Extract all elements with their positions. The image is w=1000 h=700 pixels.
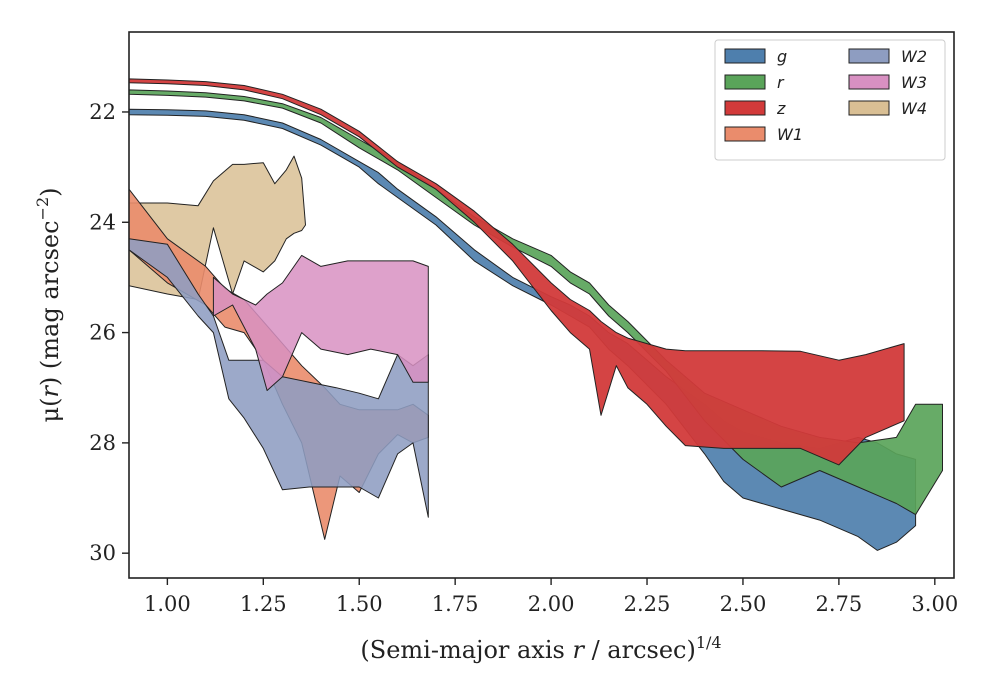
x-tick-label: 3.00 bbox=[911, 592, 958, 616]
legend-label-w2: W2 bbox=[901, 47, 927, 66]
y-tick-label: 30 bbox=[89, 541, 116, 565]
x-tick-label: 2.25 bbox=[624, 592, 671, 616]
x-tick-label: 2.50 bbox=[720, 592, 767, 616]
legend-label-w3: W3 bbox=[901, 73, 927, 92]
x-axis-label: (Semi-major axis r / arcsec)1/4 bbox=[360, 633, 721, 664]
y-tick-label: 28 bbox=[89, 431, 116, 455]
y-tick-label: 22 bbox=[89, 100, 116, 124]
x-tick-label: 1.00 bbox=[144, 592, 191, 616]
legend-label-g: g bbox=[777, 47, 787, 66]
y-tick-label: 26 bbox=[89, 321, 116, 345]
legend-box bbox=[714, 39, 946, 161]
legend-swatch-w3 bbox=[848, 74, 890, 90]
y-axis-label: μ(r) (mag arcsec−2) bbox=[33, 187, 64, 422]
legend: grz W1 W2 W3 W4 bbox=[714, 39, 946, 161]
x-tick-label: 1.75 bbox=[432, 592, 479, 616]
series-band-z bbox=[129, 78, 905, 466]
y-tick-label: 24 bbox=[89, 210, 116, 234]
legend-swatch-r bbox=[724, 74, 766, 90]
legend-swatch-z bbox=[724, 100, 766, 116]
legend-swatch-g bbox=[724, 48, 766, 64]
y-axis-ticks: 22 24 26 28 30 bbox=[89, 100, 129, 565]
series-band-w3 bbox=[212, 254, 429, 391]
x-tick-label: 2.00 bbox=[528, 592, 575, 616]
plot-frame bbox=[128, 31, 955, 579]
x-tick-label: 1.50 bbox=[336, 592, 383, 616]
legend-swatch-w1 bbox=[724, 126, 766, 142]
x-tick-label: 1.25 bbox=[240, 592, 287, 616]
legend-swatch-w2 bbox=[848, 48, 890, 64]
x-axis-ticks: 1.00 1.25 1.50 1.75 2.00 2.25 2.50 2.75 3.00 bbox=[144, 578, 958, 616]
x-tick-label: 2.75 bbox=[816, 592, 863, 616]
legend-label-z: z bbox=[776, 99, 786, 118]
legend-swatch-w4 bbox=[848, 100, 890, 116]
series-layer bbox=[129, 78, 943, 551]
legend-label-w1: W1 bbox=[777, 125, 803, 144]
legend-label-r: r bbox=[777, 73, 785, 92]
legend-label-w4: W4 bbox=[901, 99, 927, 118]
